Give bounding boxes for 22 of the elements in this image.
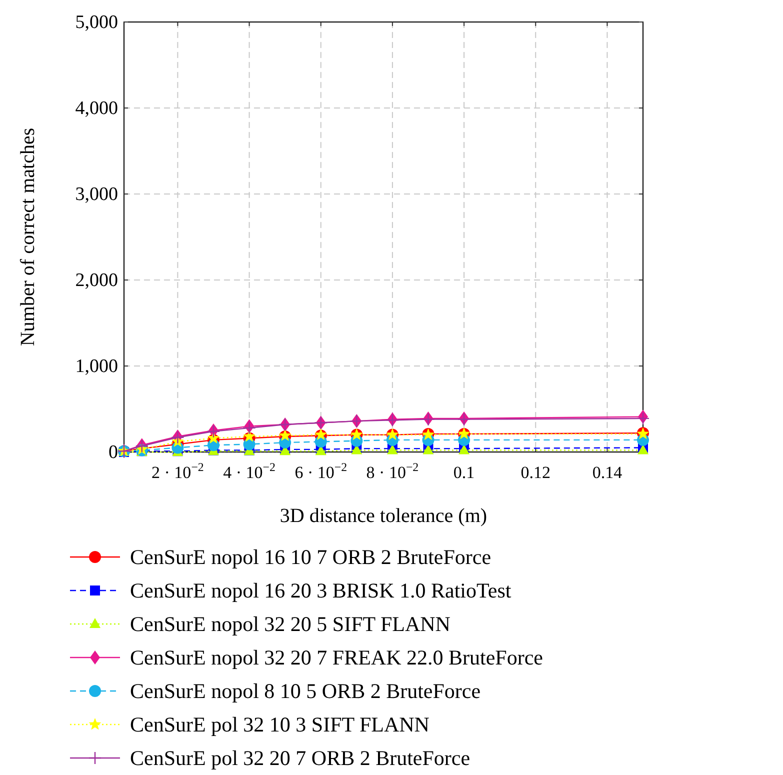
x-tick-label: 4 · 10$^{−2}$ bbox=[223, 460, 276, 482]
x-tick-label: 0.12 bbox=[520, 463, 550, 482]
y-tick-label: 4,000 bbox=[75, 98, 118, 119]
x-tick-label: 0.1 bbox=[453, 463, 475, 482]
x-axis-title: 3D distance tolerance (m) bbox=[280, 505, 488, 527]
y-tick-label: 5,000 bbox=[75, 12, 118, 33]
legend-label: CenSurE nopol 16 10 7 ORB 2 BruteForce bbox=[130, 545, 492, 569]
legend-label: CenSurE nopol 8 10 5 ORB 2 BruteForce bbox=[130, 679, 481, 703]
y-tick-label: 2,000 bbox=[75, 270, 118, 291]
x-tick-label: 0.14 bbox=[592, 463, 623, 482]
x-tick-label: 2 · 10$^{−2}$ bbox=[152, 460, 204, 482]
legend-label: CenSurE pol 32 10 3 SIFT FLANN bbox=[130, 712, 430, 736]
x-tick-label: 8 · 10$^{−2}$ bbox=[366, 460, 419, 482]
legend-label: CenSurE nopol 16 20 3 BRISK 1.0 RatioTest bbox=[130, 578, 512, 602]
legend-label: CenSurE pol 32 20 7 ORB 2 BruteForce bbox=[130, 746, 470, 770]
legend-label: CenSurE nopol 32 20 7 FREAK 22.0 BruteForce bbox=[130, 646, 543, 670]
x-tick-label: 6 · 10$^{−2}$ bbox=[294, 460, 348, 482]
y-tick-label: 3,000 bbox=[75, 184, 118, 205]
y-tick-label: 1,000 bbox=[75, 356, 118, 377]
y-tick-label: 0 bbox=[108, 442, 118, 463]
y-axis-title: Number of correct matches bbox=[17, 128, 39, 346]
legend-label: CenSurE nopol 32 20 5 SIFT FLANN bbox=[130, 612, 450, 636]
